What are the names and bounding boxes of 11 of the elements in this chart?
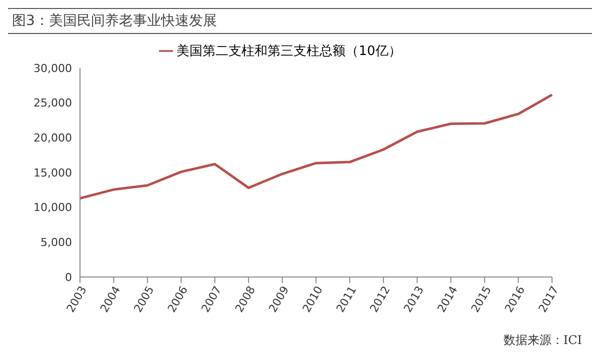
y-tick-label: 25,000 — [34, 96, 72, 110]
chart-title: 图3：美国民间养老事业快速发展 — [8, 8, 592, 34]
y-tick-label: 5,000 — [40, 236, 72, 250]
y-tick-label: 20,000 — [34, 132, 72, 145]
y-tick-label: 10,000 — [34, 201, 72, 214]
y-tick-label: 0 — [65, 270, 72, 284]
y-tick-label: 15,000 — [34, 166, 72, 180]
line-series — [78, 94, 554, 200]
source-note: 数据来源：ICI — [503, 332, 582, 349]
legend-label: 美国第二支柱和第三支柱总额（10亿） — [176, 44, 402, 59]
y-tick-label: 30,000 — [34, 62, 72, 75]
